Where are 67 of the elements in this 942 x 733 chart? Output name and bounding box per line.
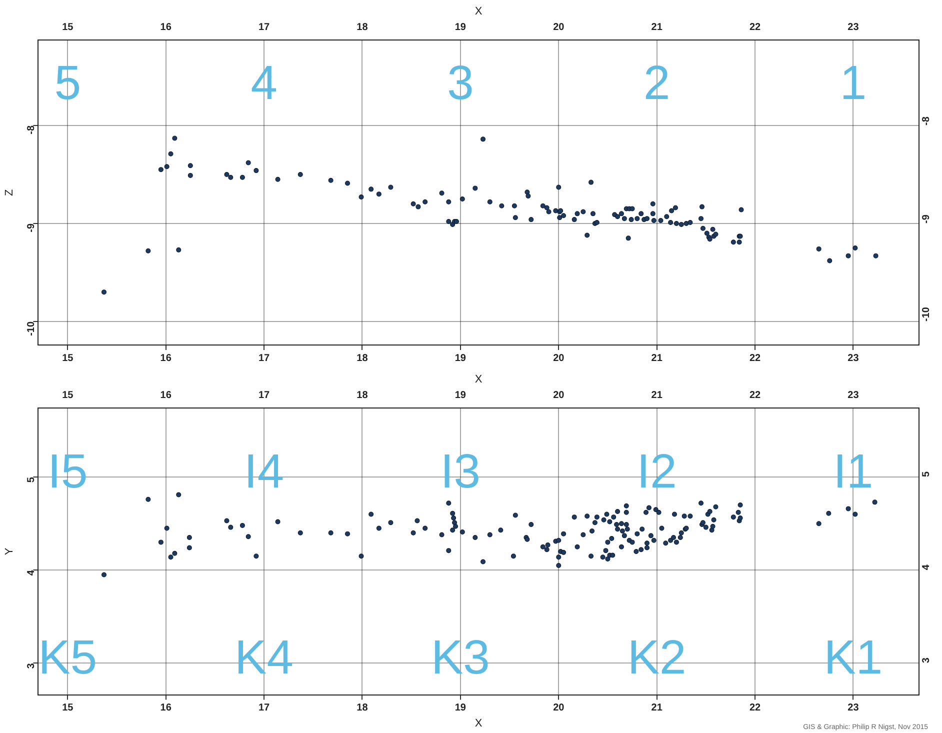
annotation: I5 bbox=[48, 445, 88, 498]
x2-tick-label: 22 bbox=[749, 352, 762, 364]
x2-tick-label: 18 bbox=[356, 352, 368, 364]
x2-axis-title: X bbox=[474, 374, 483, 386]
x2-tick-label: 18 bbox=[356, 702, 368, 714]
x2-tick-label: 15 bbox=[62, 352, 74, 364]
y-tick-label: 3 bbox=[26, 662, 37, 669]
y-tick-label: 4 bbox=[26, 570, 37, 576]
x-tick-label: 17 bbox=[258, 22, 270, 33]
y2-tick-label: 5 bbox=[920, 471, 932, 478]
x2-axis-title: X bbox=[474, 6, 483, 18]
x2-tick-label: 15 bbox=[62, 702, 74, 714]
x-tick-label: 23 bbox=[848, 22, 860, 33]
annotation: K5 bbox=[38, 632, 98, 685]
x-tick-label: 16 bbox=[160, 22, 172, 33]
y-tick-label: -8 bbox=[26, 125, 37, 134]
x2-tick-label: 16 bbox=[160, 352, 172, 364]
x-tick-label: 22 bbox=[749, 390, 762, 401]
annotation: 2 bbox=[643, 57, 670, 110]
annotation: K1 bbox=[824, 632, 883, 685]
x2-tick-label: 16 bbox=[160, 702, 172, 714]
x-tick-label: 18 bbox=[356, 22, 368, 33]
annotation: K4 bbox=[234, 632, 294, 685]
x-axis-title: X bbox=[474, 717, 483, 730]
x2-tick-label: 23 bbox=[848, 702, 860, 714]
x-tick-label: 19 bbox=[454, 390, 466, 401]
y-axis-title: Z bbox=[4, 188, 16, 196]
x-tick-label: 15 bbox=[62, 22, 74, 33]
x2-tick-label: 17 bbox=[258, 702, 270, 714]
x-tick-label: 17 bbox=[258, 390, 270, 401]
x2-tick-label: 22 bbox=[749, 702, 762, 714]
y-tick-label: -9 bbox=[26, 223, 37, 232]
x-tick-label: 16 bbox=[160, 390, 172, 401]
x2-tick-label: 19 bbox=[454, 352, 466, 364]
x-tick-label: 22 bbox=[749, 22, 762, 33]
x2-tick-label: 20 bbox=[553, 702, 565, 714]
x-tick-label: 19 bbox=[454, 22, 466, 33]
x2-tick-label: 21 bbox=[651, 352, 663, 364]
annotation: K3 bbox=[431, 632, 490, 685]
x2-tick-label: 19 bbox=[454, 702, 466, 714]
x-tick-label: 21 bbox=[651, 22, 663, 33]
x-tick-label: 21 bbox=[651, 390, 663, 401]
annotation: I3 bbox=[440, 445, 480, 498]
annotation: I2 bbox=[636, 445, 677, 498]
annotation: 4 bbox=[250, 57, 278, 110]
annotation: K2 bbox=[627, 632, 686, 685]
y2-tick-label: -9 bbox=[920, 214, 932, 224]
y2-tick-label: 4 bbox=[920, 564, 932, 570]
x-tick-label: 18 bbox=[356, 390, 368, 401]
annotation: 1 bbox=[840, 57, 867, 110]
y2-tick-label: 3 bbox=[920, 657, 932, 664]
annotation: 3 bbox=[447, 57, 474, 110]
y-tick-label: 5 bbox=[26, 476, 37, 483]
annotation: I4 bbox=[244, 445, 284, 498]
x2-tick-label: 20 bbox=[553, 352, 565, 364]
y-tick-label: -10 bbox=[26, 321, 37, 336]
y2-tick-label: -10 bbox=[920, 306, 932, 322]
y2-tick-label: -8 bbox=[920, 116, 932, 126]
x-tick-label: 15 bbox=[62, 390, 74, 401]
annotation: I1 bbox=[833, 445, 874, 498]
x2-tick-label: 23 bbox=[848, 352, 860, 364]
x-tick-label: 20 bbox=[553, 22, 565, 33]
y-axis-title: Y bbox=[4, 547, 16, 556]
x-tick-label: 20 bbox=[553, 390, 565, 401]
x-tick-label: 23 bbox=[848, 390, 860, 401]
x2-tick-label: 21 bbox=[651, 702, 663, 714]
x2-tick-label: 17 bbox=[258, 352, 270, 364]
